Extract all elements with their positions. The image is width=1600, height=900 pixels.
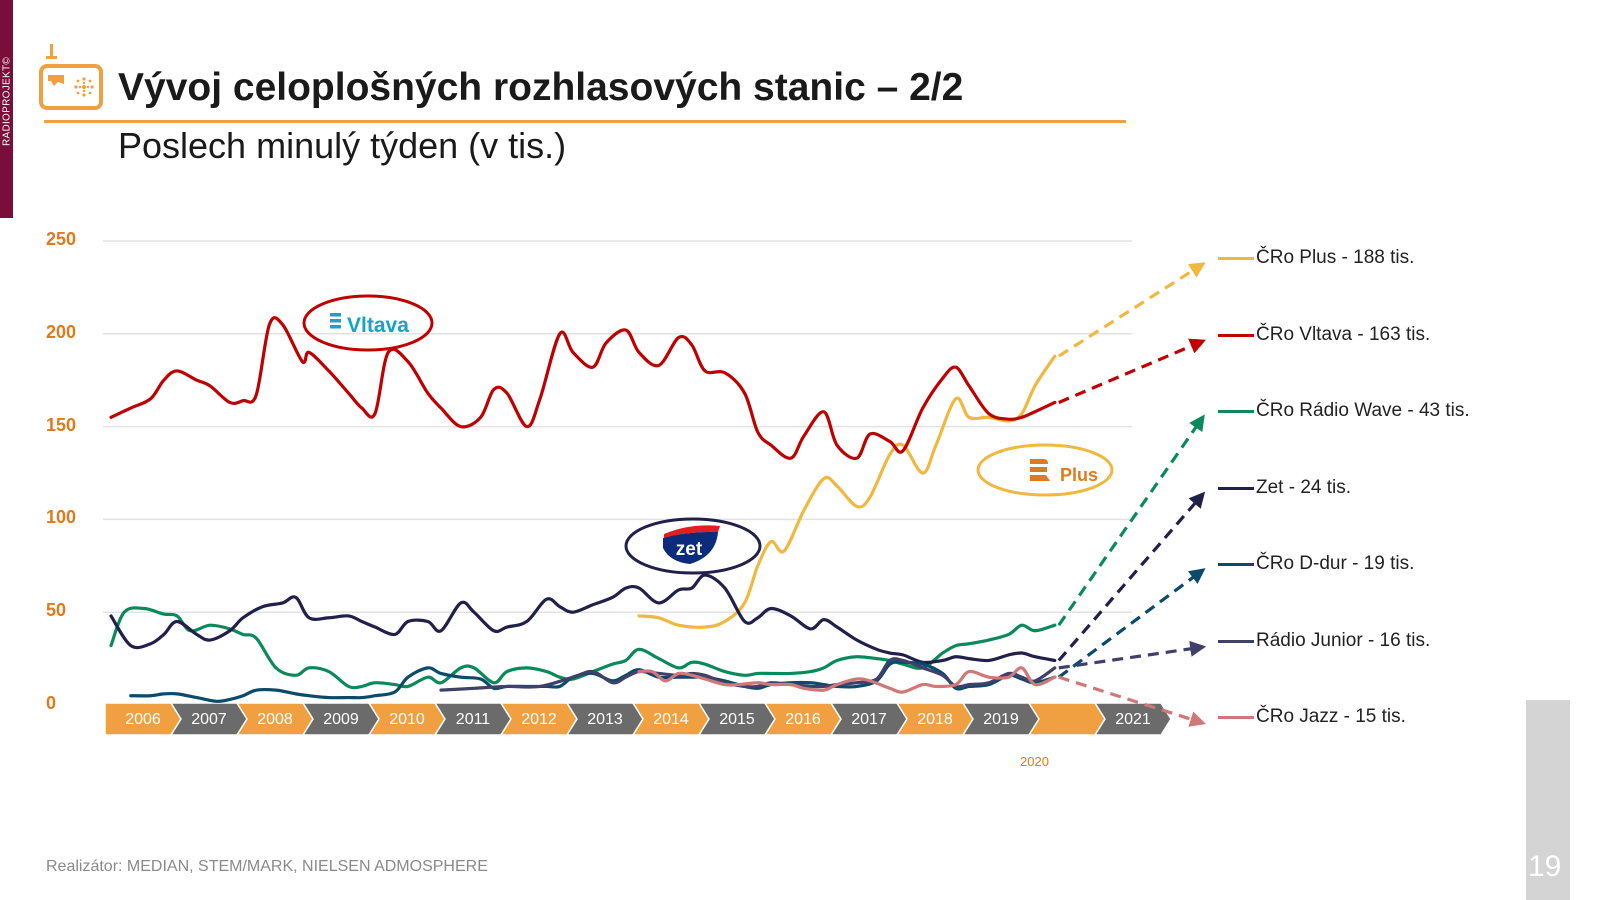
gridlines bbox=[103, 240, 1132, 613]
year-chevron: 2008 bbox=[235, 702, 314, 736]
vltava-logo-annotation: Vltava bbox=[302, 294, 434, 352]
y-tick-label: 100 bbox=[46, 507, 77, 528]
year-chevron: 2021 bbox=[1093, 702, 1172, 736]
series-line bbox=[109, 573, 1057, 665]
year-chevron: 2018 bbox=[895, 702, 974, 736]
legend-label: ČRo Vltava - 163 tis. bbox=[1256, 324, 1431, 345]
year-chevron: 2007 bbox=[169, 702, 248, 736]
svg-text:2010: 2010 bbox=[389, 711, 425, 728]
year-chevron: 2012 bbox=[499, 702, 578, 736]
svg-text:2018: 2018 bbox=[917, 711, 953, 728]
legend-swatch bbox=[1218, 639, 1254, 643]
year-chevron: 2013 bbox=[565, 702, 644, 736]
projection-arrow bbox=[1057, 568, 1206, 679]
year-chevron: 2009 bbox=[301, 702, 380, 736]
y-tick-label: 0 bbox=[46, 693, 57, 713]
year-chevron: 2019 bbox=[961, 702, 1040, 736]
year-chevron: 2010 bbox=[367, 702, 446, 736]
svg-text:2011: 2011 bbox=[456, 711, 491, 728]
svg-text:2014: 2014 bbox=[653, 711, 689, 728]
year-2020-label: 2020 bbox=[1020, 754, 1049, 769]
svg-text:2015: 2015 bbox=[719, 711, 755, 728]
projection-arrow bbox=[1057, 262, 1206, 358]
legend-item: Rádio Junior - 16 tis. bbox=[1218, 629, 1430, 653]
year-chevron: 2011 bbox=[433, 702, 512, 736]
legend-item: ČRo Rádio Wave - 43 tis. bbox=[1218, 399, 1470, 423]
legend-swatch bbox=[1218, 256, 1254, 260]
y-tick-label: 250 bbox=[46, 229, 77, 249]
year-chevron: 2015 bbox=[697, 702, 776, 736]
projection-arrow bbox=[1057, 491, 1206, 662]
svg-text:2012: 2012 bbox=[521, 711, 557, 728]
brand-side-strip: RADIOPROJEKT© bbox=[0, 0, 13, 218]
legend-label: Rádio Junior - 16 tis. bbox=[1256, 630, 1431, 651]
year-chevron: 2017 bbox=[829, 702, 908, 736]
legend-swatch bbox=[1218, 715, 1254, 719]
page-subtitle: Poslech minulý týden (v tis.) bbox=[118, 125, 567, 166]
legend-swatch bbox=[1218, 486, 1254, 490]
legend-swatch bbox=[1218, 409, 1254, 413]
svg-text:2019: 2019 bbox=[983, 711, 1019, 728]
title-underline bbox=[44, 120, 1126, 123]
legend-item: ČRo Jazz - 15 tis. bbox=[1218, 705, 1406, 729]
svg-text:2017: 2017 bbox=[851, 711, 887, 728]
series-line bbox=[637, 354, 1057, 629]
legend-item: ČRo Vltava - 163 tis. bbox=[1218, 323, 1430, 347]
logo-annotations: Vltava zet Plus bbox=[302, 294, 1114, 575]
zet-logo-annotation: zet bbox=[624, 517, 762, 575]
legend-swatch bbox=[1218, 333, 1254, 337]
year-chevron bbox=[1027, 702, 1106, 736]
legend-item: ČRo Plus - 188 tis. bbox=[1218, 246, 1414, 270]
radio-icon bbox=[39, 44, 103, 110]
page-title: Vývoj celoplošných rozhlasových stanic –… bbox=[118, 66, 964, 109]
legend-label: ČRo D-dur - 19 tis. bbox=[1256, 553, 1415, 574]
svg-text:2008: 2008 bbox=[257, 711, 293, 728]
legend-item: ČRo D-dur - 19 tis. bbox=[1218, 552, 1414, 576]
svg-text:Plus: Plus bbox=[1060, 465, 1098, 485]
legend-label: Zet - 24 tis. bbox=[1256, 477, 1352, 498]
series-line bbox=[109, 316, 1057, 461]
svg-text:2013: 2013 bbox=[587, 711, 623, 728]
svg-text:2007: 2007 bbox=[191, 711, 227, 728]
year-chevron: 2014 bbox=[631, 702, 710, 736]
projection-arrows bbox=[1057, 262, 1207, 727]
svg-text:Vltava: Vltava bbox=[347, 314, 409, 337]
svg-text:2006: 2006 bbox=[125, 711, 161, 728]
year-chevron: 2006 bbox=[104, 702, 182, 736]
svg-text:2021: 2021 bbox=[1115, 711, 1151, 728]
projection-arrow bbox=[1058, 640, 1207, 670]
series-line bbox=[129, 660, 1057, 703]
series-line bbox=[637, 666, 1057, 694]
projection-arrow bbox=[1058, 675, 1207, 727]
svg-text:zet: zet bbox=[676, 539, 703, 560]
y-tick-label: 150 bbox=[46, 414, 77, 435]
page-number-box bbox=[1526, 700, 1570, 900]
svg-text:2016: 2016 bbox=[785, 711, 821, 728]
y-tick-label: 200 bbox=[46, 321, 77, 342]
plus-logo-annotation: Plus bbox=[976, 443, 1114, 497]
legend-label: ČRo Rádio Wave - 43 tis. bbox=[1256, 400, 1470, 421]
legend-label: ČRo Plus - 188 tis. bbox=[1256, 247, 1415, 268]
legend-swatch bbox=[1218, 562, 1254, 566]
series-lines bbox=[109, 316, 1057, 703]
year-axis-chevrons: 2006 2007 2008 2009 2010 2011 2012 2013 2014 2015… bbox=[104, 702, 1172, 736]
projection-arrow bbox=[1058, 338, 1206, 404]
svg-text:2009: 2009 bbox=[323, 711, 359, 728]
year-chevron: 2016 bbox=[763, 702, 842, 736]
source-footer: Realizátor: MEDIAN, STEM/MARK, NIELSEN A… bbox=[46, 858, 488, 875]
page-number: 19 bbox=[1528, 850, 1562, 883]
legend-item: Zet - 24 tis. bbox=[1218, 476, 1351, 500]
legend-label: ČRo Jazz - 15 tis. bbox=[1256, 706, 1406, 727]
projection-arrow bbox=[1057, 414, 1205, 627]
y-tick-label: 50 bbox=[46, 600, 67, 621]
